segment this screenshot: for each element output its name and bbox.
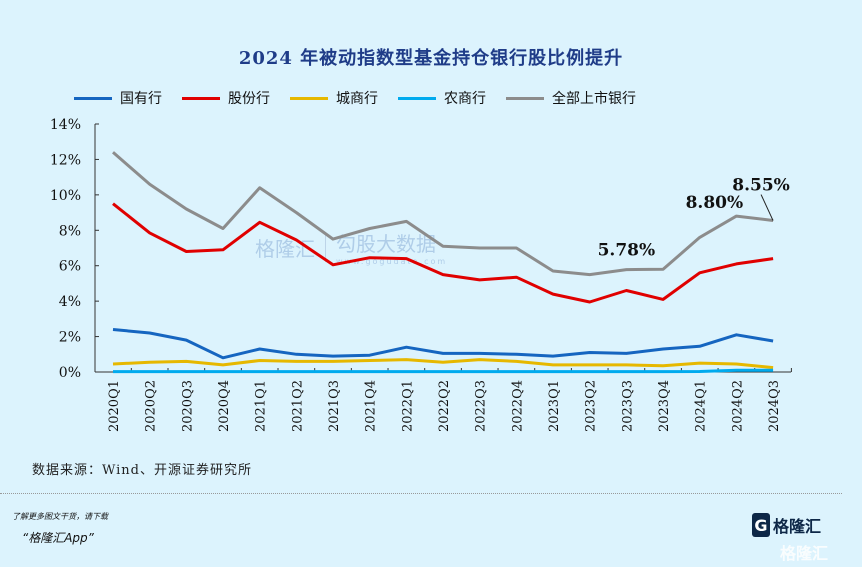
leader-line [760, 194, 774, 221]
series-line-农商行 [113, 368, 774, 374]
x-tick-label: 2024Q3 [767, 380, 782, 432]
legend-label: 城商行 [336, 91, 378, 107]
x-tick-label: 2021Q4 [364, 380, 379, 432]
legend-label: 股份行 [228, 91, 270, 107]
x-tick-label: 2021Q1 [254, 380, 269, 432]
x-tick-label: 2022Q1 [400, 380, 415, 432]
x-tick-label: 2023Q2 [584, 380, 599, 432]
data-label: 5.78% [598, 241, 656, 261]
x-tick-label: 2023Q3 [620, 380, 635, 432]
x-tick-label: 2022Q3 [474, 380, 489, 432]
series-line-全部上市银行 [112, 151, 774, 277]
legend-label: 农商行 [444, 91, 486, 107]
legend-item: 城商行 [290, 88, 378, 108]
legend-label: 全部上市银行 [552, 91, 636, 107]
x-tick-label: 2020Q4 [217, 380, 232, 432]
watermark-url: www.gogudata.com [336, 257, 448, 266]
legend-swatch [398, 96, 436, 100]
series-line-国有行 [112, 328, 774, 360]
legend-item: 农商行 [398, 88, 486, 108]
x-tick-label: 2020Q1 [107, 380, 122, 432]
legend: 国有行 股份行 城商行 农商行 全部上市银行 [74, 88, 656, 108]
x-tick-label: 2024Q1 [694, 380, 709, 432]
logo-g-icon: G [752, 513, 770, 537]
legend-item: 国有行 [74, 88, 162, 108]
y-tick-label: 14% [50, 117, 81, 133]
line-chart: 0% 2% 4% 6% 8% 10% 12% 14% 2020Q1 2020Q2 2020Q3 202… [50, 117, 792, 432]
data-label: 8.80% [686, 193, 744, 213]
watermark: 格隆汇 勾股大数据 www.gogudata.com [255, 228, 447, 266]
legend-swatch [290, 96, 328, 100]
legend-item: 股份行 [182, 88, 270, 108]
legend-swatch [506, 96, 544, 100]
x-tick-label: 2024Q2 [730, 380, 745, 432]
legend-label: 国有行 [120, 91, 162, 107]
x-tick-label: 2021Q3 [327, 380, 342, 432]
x-tick-label: 2023Q4 [657, 380, 672, 432]
logo-text: 格隆汇 [773, 517, 822, 536]
x-tick-label: 2022Q4 [510, 380, 525, 432]
promo-text: 了解更多图文干货，请下载 [12, 512, 108, 521]
y-tick-label: 2% [59, 330, 81, 346]
data-label: 8.55% [732, 176, 790, 196]
divider [0, 493, 842, 494]
x-tick-label: 2020Q3 [180, 380, 195, 432]
source-note: 数据来源：Wind、开源证券研究所 [32, 463, 252, 478]
corner-watermark: 格隆汇 [780, 544, 829, 563]
x-tick-label: 2023Q1 [547, 380, 562, 432]
y-tick-label: 0% [59, 365, 81, 381]
legend-swatch [182, 96, 220, 100]
y-tick-label: 8% [59, 223, 81, 239]
brand-logo: G 格隆汇 [752, 513, 821, 537]
y-tick-label: 6% [59, 259, 81, 275]
y-tick-label: 4% [59, 294, 81, 310]
legend-swatch [74, 96, 112, 100]
x-tick-label: 2020Q2 [144, 380, 159, 432]
y-tick-label: 12% [50, 152, 81, 168]
watermark-brand: 格隆汇 [255, 236, 315, 261]
x-tick-label: 2022Q2 [437, 380, 452, 432]
y-tick-label: 10% [50, 188, 81, 204]
series-line-城商行 [112, 358, 774, 370]
series-line-股份行 [112, 202, 774, 304]
legend-item: 全部上市银行 [506, 88, 636, 108]
watermark-data-brand: 勾股大数据 [336, 232, 436, 256]
chart-title: 2024 年被动指数型基金持仓银行股比例提升 [238, 48, 624, 69]
promo-app: “格隆汇App” [22, 531, 94, 545]
x-tick-label: 2021Q2 [290, 380, 305, 432]
